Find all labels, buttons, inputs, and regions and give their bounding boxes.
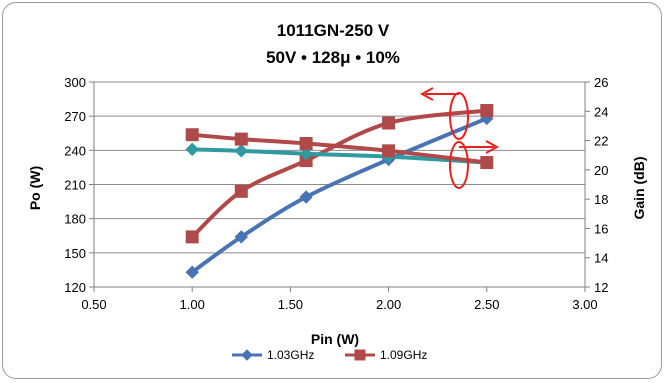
data-point [234,230,249,244]
legend-label: 1.09GHz [380,348,427,362]
y-tick-label: 270 [64,109,86,124]
annotation-arrowhead-right [485,140,500,154]
data-point [299,147,313,161]
x-tick-label: 3.00 [572,297,597,312]
y2-tick-label: 20 [594,163,608,178]
data-point [234,144,249,158]
data-point [185,230,199,244]
y-axis-label: Po (W) [27,166,43,210]
y-tick-label: 150 [64,246,86,261]
data-point [299,190,313,204]
data-point [234,184,248,198]
legend-item: 1.09GHz [345,348,427,362]
legend-marker [354,349,366,361]
legend-label: 1.03GHz [267,348,314,362]
annotation-ellipse-gain [449,141,469,189]
legend-item: 1.03GHz [232,348,314,362]
y2-tick-label: 12 [594,280,608,295]
data-point [480,156,494,170]
series-1.09GHz-right [185,128,494,170]
chart-title: 1011GN-250 V [277,21,390,40]
chart-subtitle: 50V • 128μ • 10% [266,48,400,67]
data-point [480,103,494,117]
y-tick-label: 210 [64,178,86,193]
y2-tick-label: 26 [594,75,608,90]
y2-tick-label: 16 [594,221,608,236]
x-tick-label: 2.50 [474,297,499,312]
data-point [185,128,199,142]
data-point [299,137,313,150]
series-line [191,116,488,274]
y2-tick-label: 14 [594,251,608,266]
x-tick-label: 0.50 [81,297,106,312]
legend-marker [241,349,253,361]
x-tick-label: 1.50 [278,297,303,312]
y2-tick-label: 22 [594,134,608,149]
x-tick-label: 2.00 [376,297,401,312]
y-tick-label: 180 [64,212,86,227]
data-point [382,116,396,130]
y-tick-label: 120 [64,280,86,295]
data-point [185,142,199,157]
chart-frame [2,2,662,379]
annotation-arrowhead-left [419,87,434,101]
y2-tick-label: 18 [594,192,608,207]
series-1.09GHz-left [185,103,494,244]
y-tick-label: 300 [64,75,86,90]
y2-axis-label: Gain (dB) [631,157,647,220]
series-line [190,108,488,239]
y2-tick-label: 24 [594,104,608,119]
data-point [185,265,199,279]
data-point [382,144,396,158]
data-point [234,132,248,146]
x-axis-label: Pin (W) [311,331,359,347]
x-tick-label: 1.00 [180,297,205,312]
y-tick-label: 240 [64,143,86,158]
